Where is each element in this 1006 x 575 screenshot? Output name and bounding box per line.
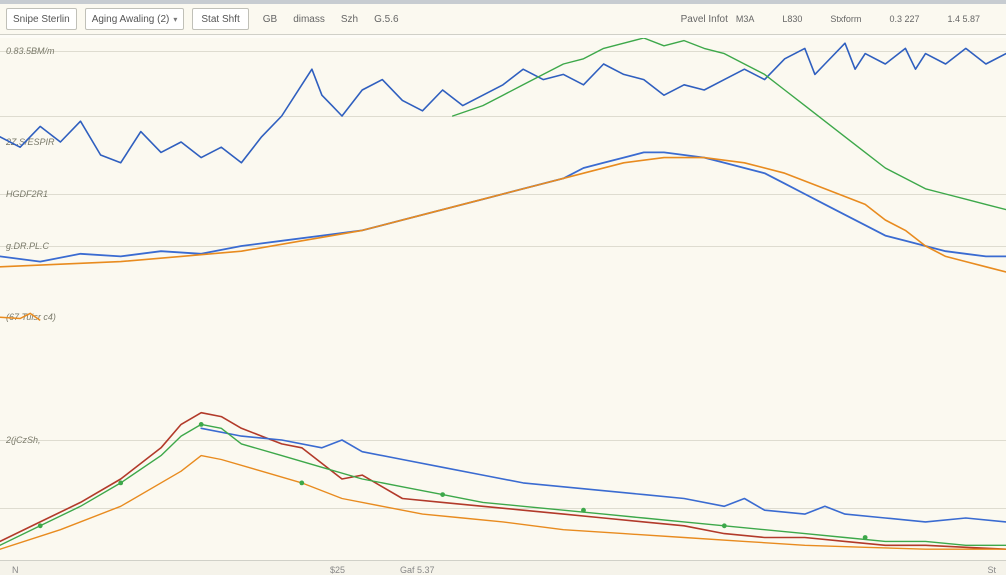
info-item: M3A (736, 14, 755, 25)
toolbar-label: dimass (293, 14, 325, 25)
symbol-dropdown-2[interactable]: Aging Awaling (2) ▾ (85, 8, 185, 30)
price-chart-panel[interactable]: 0.83.5BM/m2Z.S/ESPIRHGDF2R1g.DR.PL.C (0, 38, 1006, 299)
axis-label: Gaf 5.37 (400, 565, 435, 575)
marker-dot (722, 523, 727, 528)
dropdown-label: Aging Awaling (2) (92, 14, 170, 25)
series-green-top (453, 38, 1006, 210)
marker-dot (581, 508, 586, 513)
axis-label: N (12, 565, 19, 575)
chart-svg (0, 38, 1006, 298)
marker-dot (118, 481, 123, 486)
series-green-low (0, 424, 1006, 545)
info-item: Stxform (830, 14, 861, 25)
indicator-panel-2[interactable]: 2(jCzSh, (0, 362, 1006, 557)
toolbar-label: Szh (341, 14, 358, 25)
chart-svg (0, 298, 1006, 362)
symbol-dropdown-1[interactable]: Snipe Sterlin (6, 8, 77, 30)
toolbar-label: GB (263, 14, 277, 25)
axis-label: St (987, 565, 996, 575)
marker-dot (199, 422, 204, 427)
series-orange-stub (0, 313, 40, 320)
indicator-panel-1[interactable]: (67 Tuisr c4) (0, 298, 1006, 363)
panel-label: Pavel Infot (681, 14, 728, 25)
marker-dot (299, 481, 304, 486)
toolbar-label: G.5.6 (374, 14, 398, 25)
time-axis: N $25 Gaf 5.37 St (0, 560, 1006, 575)
chart-svg (0, 362, 1006, 557)
series-orange-mid (0, 158, 1006, 272)
chart-area: 0.83.5BM/m2Z.S/ESPIRHGDF2R1g.DR.PL.C (67… (0, 38, 1006, 561)
marker-dot (38, 523, 43, 528)
toolbar: Snipe Sterlin Aging Awaling (2) ▾ Stat S… (0, 4, 1006, 35)
info-item: L830 (782, 14, 802, 25)
info-item: 1.4 5.87 (947, 14, 980, 25)
btn-label: Stat Shft (201, 14, 239, 25)
marker-dot (440, 492, 445, 497)
stat-button[interactable]: Stat Shft (192, 8, 248, 30)
info-block: M3A L830 Stxform 0.3 227 1.4 5.87 (736, 14, 980, 25)
info-item: 0.3 227 (889, 14, 919, 25)
series-blue-low (201, 428, 1006, 522)
series-orange-low (0, 456, 1006, 550)
dropdown-label: Snipe Sterlin (13, 14, 70, 25)
series-blue-mid (0, 152, 1006, 261)
series-red (0, 413, 1006, 550)
chevron-down-icon: ▾ (173, 15, 177, 24)
app-window: Snipe Sterlin Aging Awaling (2) ▾ Stat S… (0, 0, 1006, 575)
marker-dot (863, 535, 868, 540)
axis-label: $25 (330, 565, 345, 575)
